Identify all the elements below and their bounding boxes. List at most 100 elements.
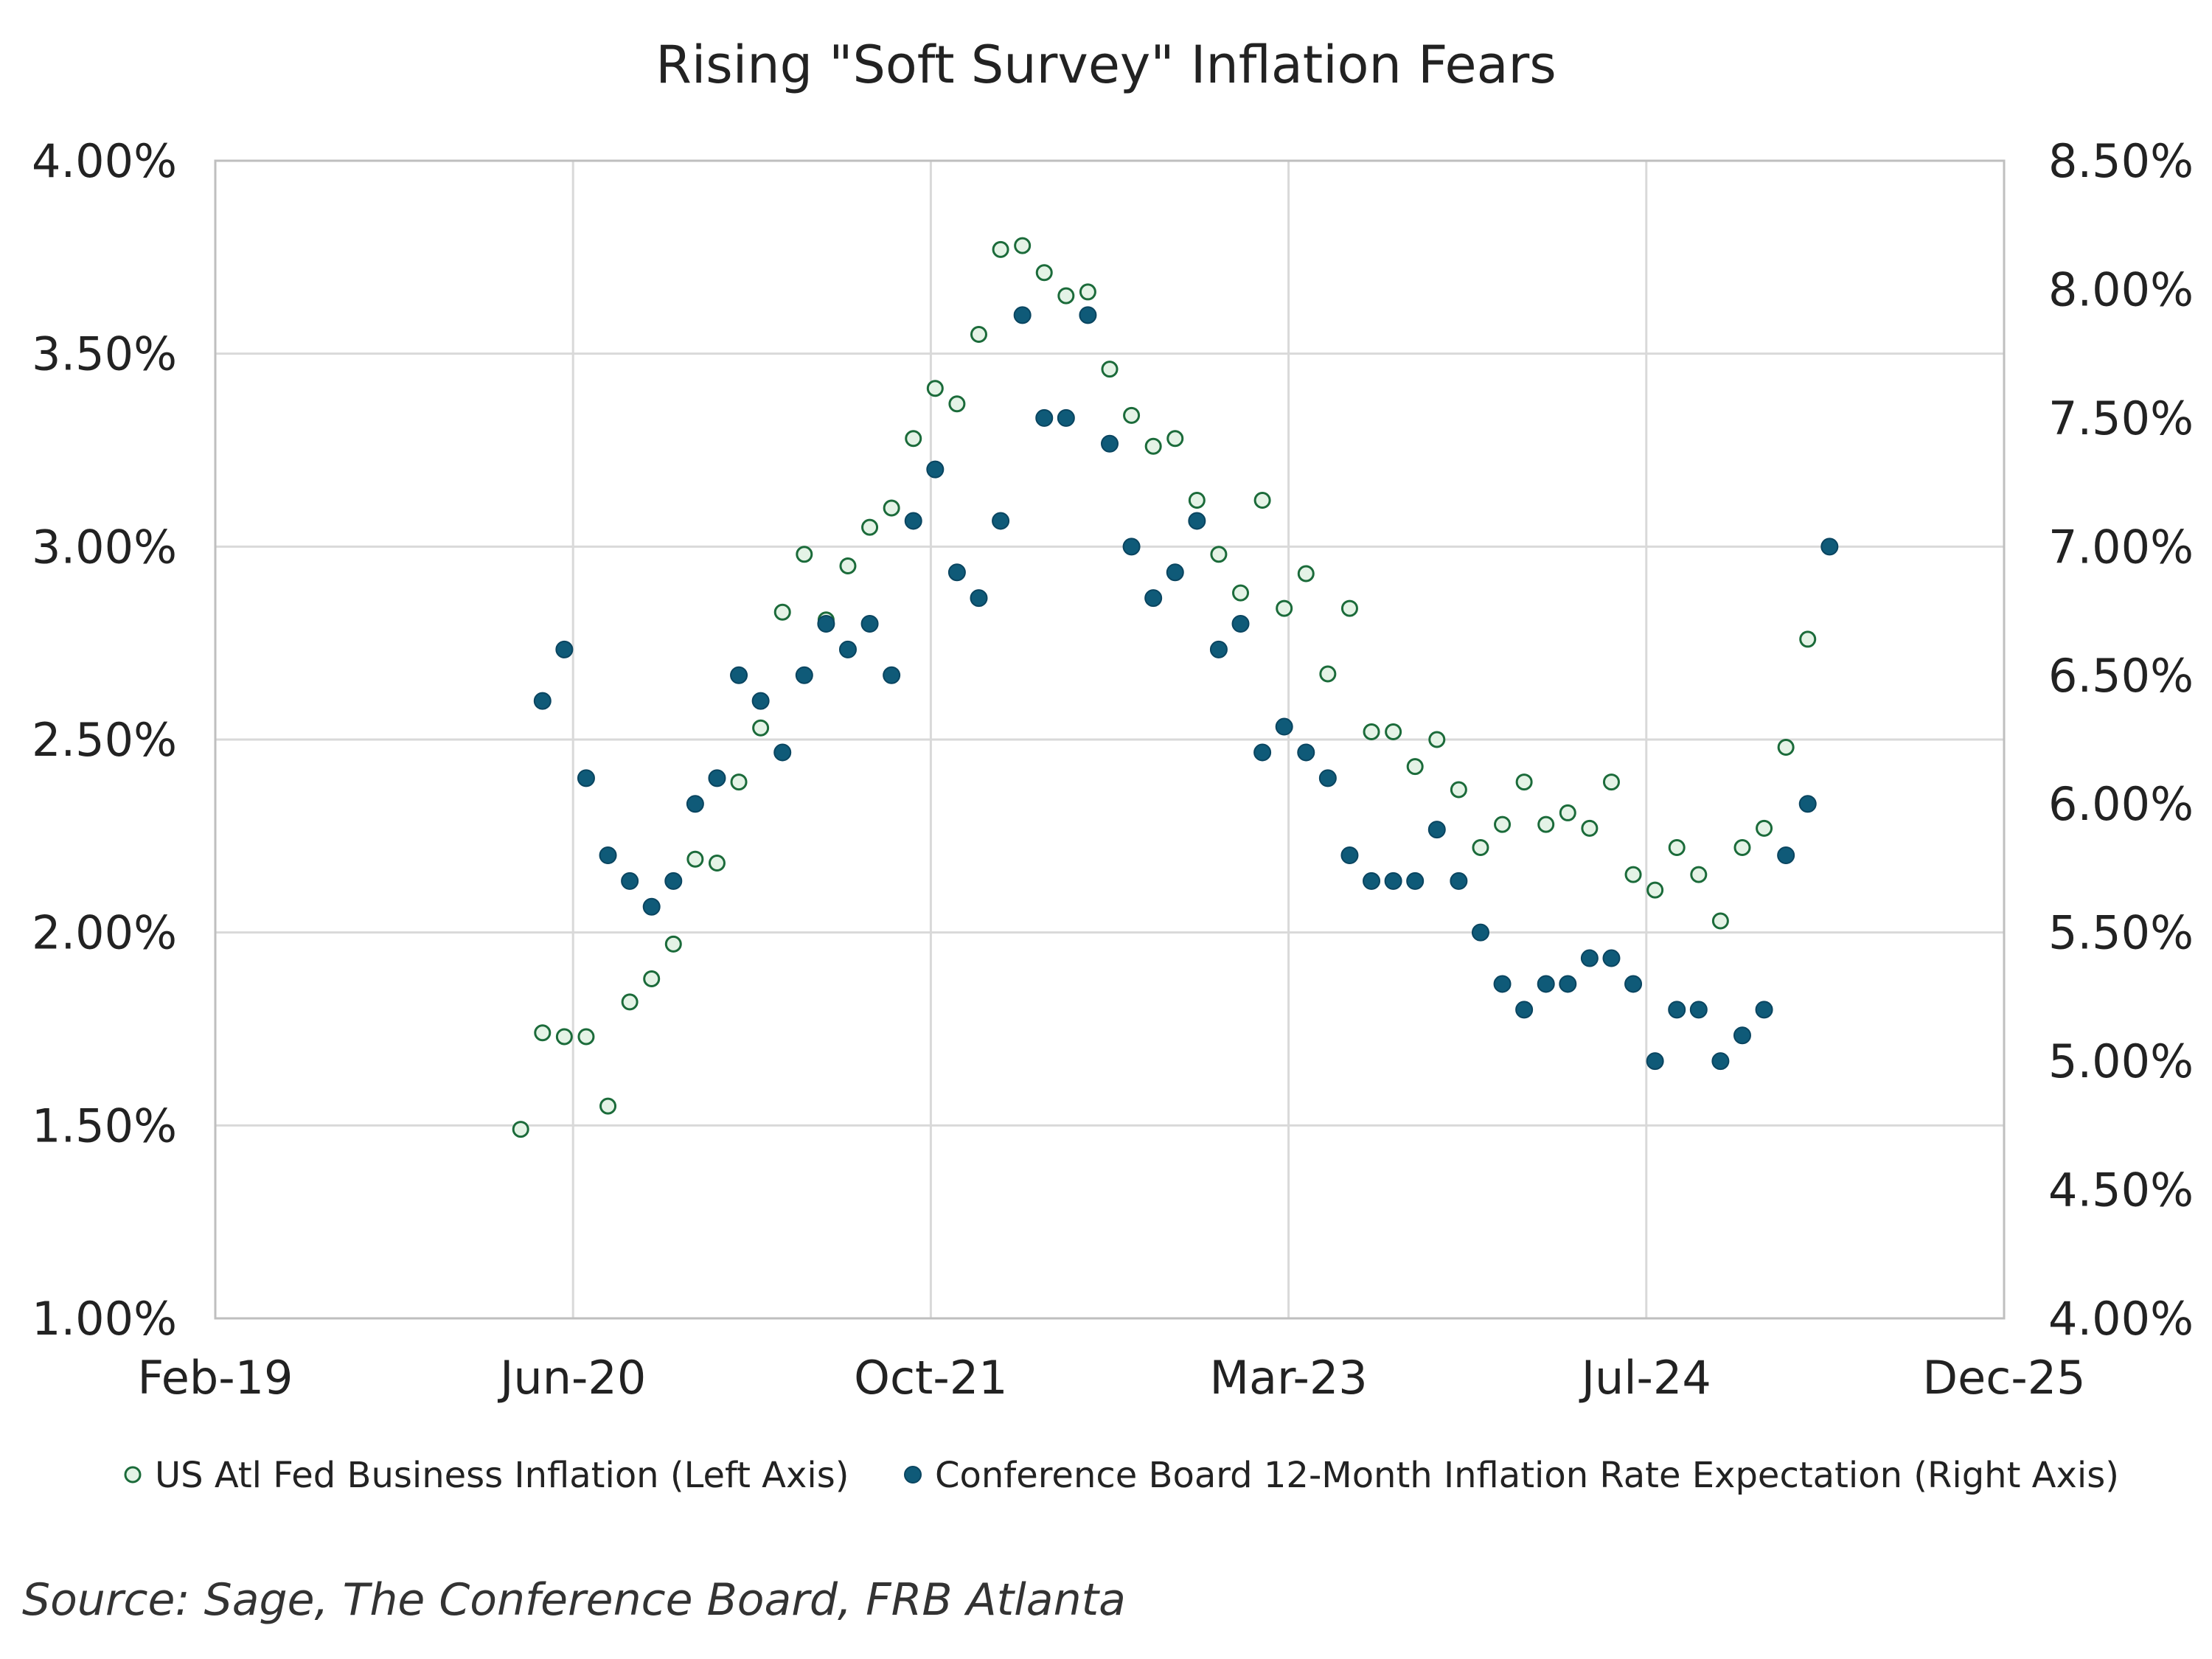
legend-marker-atl-fed — [124, 1466, 142, 1484]
conference-board-point — [1144, 589, 1163, 608]
conference-board-point — [1515, 1001, 1534, 1019]
atl-fed-point — [1035, 264, 1053, 282]
conference-board-point — [730, 666, 748, 684]
conference-board-point — [1471, 923, 1489, 942]
conference-board-point — [992, 512, 1010, 530]
y-right-tick-label: 4.00% — [2048, 1292, 2194, 1346]
conference-board-point — [970, 589, 988, 608]
atl-fed-point — [1428, 731, 1446, 748]
conference-board-point — [621, 872, 639, 890]
atl-fed-point — [643, 970, 661, 987]
conference-board-point — [1101, 434, 1119, 453]
conference-board-point — [1537, 975, 1555, 993]
conference-board-point — [1166, 563, 1184, 582]
y-left-tick-label: 1.00% — [32, 1292, 177, 1346]
y-right-tick-label: 8.00% — [2048, 262, 2194, 316]
atl-fed-point — [1297, 565, 1315, 582]
legend: US Atl Fed Business Inflation (Left Axis… — [124, 1455, 2119, 1496]
atl-fed-point — [1646, 881, 1664, 899]
atl-fed-point — [1494, 815, 1512, 833]
conference-board-point — [773, 743, 792, 762]
conference-board-point — [1820, 538, 1839, 556]
atl-fed-point — [1799, 630, 1817, 648]
atl-fed-point — [1188, 492, 1206, 509]
conference-board-point — [1427, 821, 1446, 839]
atl-fed-point — [1319, 665, 1337, 683]
atl-fed-point — [1537, 815, 1555, 833]
conference-board-point — [1035, 408, 1054, 427]
atl-fed-point — [599, 1097, 617, 1115]
conference-board-point — [1580, 949, 1599, 967]
atl-fed-point — [1166, 430, 1184, 448]
atl-fed-point — [555, 1028, 573, 1046]
conference-board-point — [1493, 975, 1512, 993]
conference-board-point — [1013, 306, 1032, 324]
atl-fed-point — [1450, 781, 1467, 799]
x-tick-label: Jun-20 — [497, 1351, 646, 1405]
y-right-tick-label: 6.50% — [2048, 649, 2194, 703]
conference-board-point — [1209, 640, 1228, 658]
conference-board-point — [1275, 717, 1293, 736]
axes: 1.00% 1.50% 2.00% 2.50% 3.00% 3.50% 4.00% 4.00%… — [32, 134, 2194, 1405]
y-left-tick-label: 2.50% — [32, 713, 177, 767]
series-conference-board — [533, 306, 1839, 1071]
conference-board-point — [947, 563, 966, 582]
y-right-tick-label: 7.50% — [2048, 392, 2194, 445]
y-right-tick-label: 6.00% — [2048, 777, 2194, 831]
atl-fed-point — [1777, 738, 1795, 756]
conference-board-point — [838, 640, 857, 658]
conference-board-point — [817, 615, 835, 633]
conference-board-point — [1755, 1001, 1773, 1019]
atl-fed-point — [1276, 599, 1293, 617]
conference-board-point — [1297, 743, 1315, 762]
y-left-tick-label: 3.00% — [32, 520, 177, 574]
x-tick-label: Mar-23 — [1209, 1351, 1367, 1405]
conference-board-point — [860, 615, 879, 633]
x-tick-label: Feb-19 — [137, 1351, 293, 1405]
y-left-tick-label: 3.50% — [32, 327, 177, 381]
atl-fed-point — [1123, 406, 1141, 424]
y-right-tick-label: 5.00% — [2048, 1034, 2194, 1088]
conference-board-point — [1340, 846, 1359, 864]
series-atl-fed — [512, 237, 1817, 1138]
conference-board-point — [1406, 872, 1425, 890]
atl-fed-point — [1559, 804, 1576, 821]
atl-fed-point — [534, 1024, 552, 1042]
legend-marker-conference-board — [904, 1466, 922, 1484]
atl-fed-point — [1711, 912, 1729, 930]
atl-fed-point — [621, 993, 639, 1011]
atl-fed-point — [1363, 723, 1380, 741]
conference-board-point — [1384, 872, 1402, 890]
conference-board-point — [1559, 975, 1577, 993]
y-right-tick-label: 7.00% — [2048, 520, 2194, 574]
atl-fed-point — [1340, 599, 1358, 617]
atl-fed-point — [1385, 723, 1402, 741]
atl-fed-point — [1472, 839, 1489, 857]
conference-board-point — [664, 872, 683, 890]
conference-board-point — [926, 460, 945, 479]
atl-fed-point — [1014, 237, 1032, 254]
y-left-tick-label: 4.00% — [32, 134, 177, 188]
conference-board-point — [1689, 1001, 1708, 1019]
atl-fed-point — [839, 557, 857, 574]
conference-board-point — [708, 769, 726, 787]
atl-fed-point — [577, 1028, 595, 1046]
atl-fed-point — [1406, 758, 1424, 776]
atl-fed-point — [992, 240, 1009, 258]
conference-board-point — [1057, 408, 1075, 427]
atl-fed-point — [512, 1121, 529, 1138]
x-tick-label: Jul-24 — [1579, 1351, 1711, 1405]
conference-board-point — [1733, 1026, 1751, 1045]
atl-fed-point — [1232, 584, 1250, 602]
atl-fed-point — [752, 719, 770, 737]
atl-fed-point — [970, 326, 987, 343]
conference-board-point — [1363, 872, 1381, 890]
conference-board-point — [795, 666, 813, 684]
conference-board-point — [533, 692, 552, 710]
legend-label-conference-board: Conference Board 12-Month Inflation Rate… — [935, 1455, 2119, 1496]
atl-fed-point — [926, 380, 944, 397]
x-tick-label: Dec-25 — [1922, 1351, 2085, 1405]
conference-board-point — [1188, 512, 1206, 530]
atl-fed-point — [686, 850, 704, 868]
conference-board-point — [751, 692, 770, 710]
